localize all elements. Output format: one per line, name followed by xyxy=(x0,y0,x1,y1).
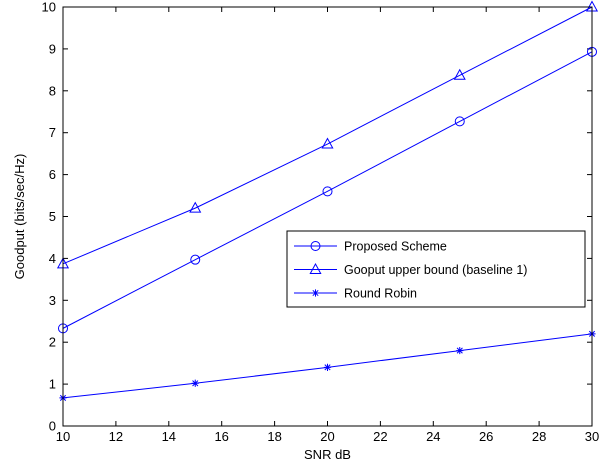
plot-frame xyxy=(62,6,593,427)
data-point-circle xyxy=(190,254,201,265)
x-tick-label: 14 xyxy=(162,429,176,444)
data-point-circle xyxy=(322,186,333,197)
x-tick-label: 20 xyxy=(320,429,334,444)
series-line xyxy=(62,51,593,329)
legend-item: Proposed Scheme xyxy=(294,240,447,254)
y-tick-label: 2 xyxy=(49,335,56,350)
x-tick-label: 10 xyxy=(56,429,70,444)
x-tick-label: 26 xyxy=(479,429,493,444)
x-tick-label: 28 xyxy=(532,429,546,444)
legend-marker-triangle xyxy=(309,262,322,274)
data-point-triangle xyxy=(321,137,334,149)
series-layer xyxy=(56,0,599,402)
x-tick-label: 16 xyxy=(214,429,228,444)
x-tick-label: 18 xyxy=(267,429,281,444)
series-line xyxy=(62,6,593,265)
y-tick-label: 0 xyxy=(49,419,56,434)
legend-marker-circle xyxy=(310,241,321,251)
legend-marker-asterisk xyxy=(311,289,320,297)
legend-item: Round Robin xyxy=(294,287,417,301)
legend-item: Gooput upper bound (baseline 1) xyxy=(294,262,527,277)
x-tick-label: 24 xyxy=(426,429,440,444)
y-axis-label: Goodput (bits/sec/Hz) xyxy=(12,154,27,280)
y-tick-label: 9 xyxy=(49,41,56,56)
legend: Proposed Scheme Gooput upper bound (basel… xyxy=(286,230,586,308)
y-tick-label: 7 xyxy=(49,125,56,140)
data-point-triangle xyxy=(453,68,466,80)
data-point-triangle xyxy=(189,201,202,213)
y-tick-label: 6 xyxy=(49,167,56,182)
y-tick-label: 10 xyxy=(42,0,56,15)
plot-area xyxy=(63,7,592,426)
x-tick-label: 30 xyxy=(585,429,599,444)
legend-label: Proposed Scheme xyxy=(344,240,447,254)
y-tick-label: 1 xyxy=(49,377,56,392)
legend-label: Gooput upper bound (baseline 1) xyxy=(344,263,527,277)
x-axis-label: SNR dB xyxy=(304,447,351,462)
y-tick-label: 3 xyxy=(49,293,56,308)
data-point-circle xyxy=(454,116,465,127)
data-point-asterisk xyxy=(191,379,199,387)
series-triangle xyxy=(56,0,599,269)
y-tick-label: 8 xyxy=(49,83,56,98)
data-point-asterisk xyxy=(456,346,464,355)
data-point-asterisk xyxy=(323,363,332,371)
y-tick-label: 4 xyxy=(49,251,56,266)
legend-label: Round Robin xyxy=(344,287,417,301)
x-tick-label: 12 xyxy=(109,429,123,444)
x-tick-label: 22 xyxy=(373,429,387,444)
y-tick-label: 5 xyxy=(49,209,56,224)
